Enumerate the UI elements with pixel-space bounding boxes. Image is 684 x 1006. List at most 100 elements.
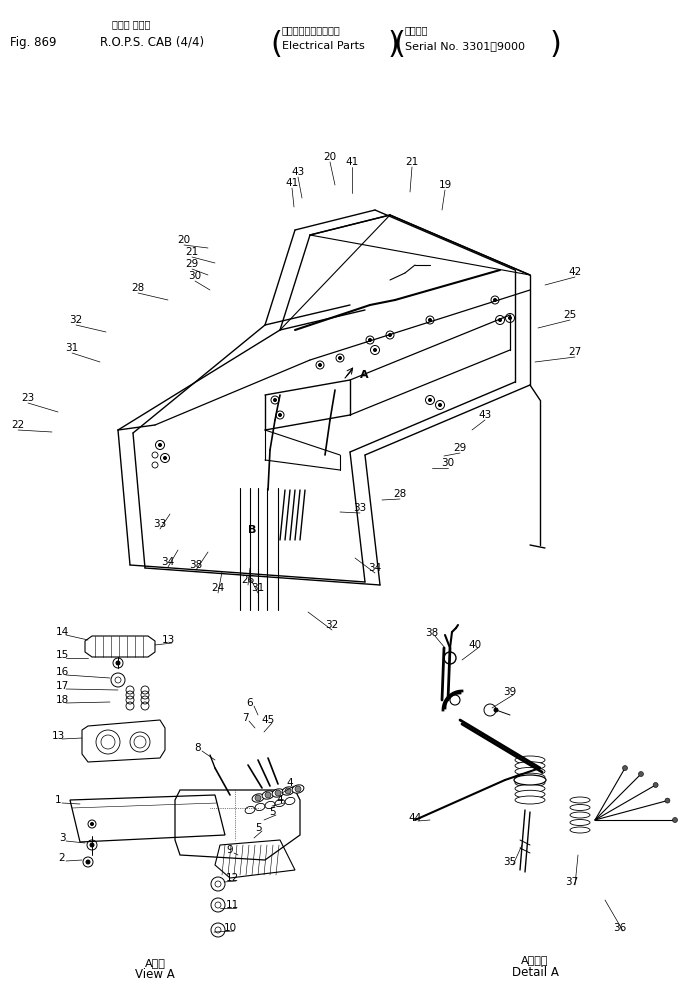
Text: 34: 34 [369, 563, 382, 573]
Text: 16: 16 [55, 667, 68, 677]
Circle shape [428, 319, 432, 322]
Circle shape [389, 334, 391, 336]
Ellipse shape [262, 791, 274, 799]
Text: 5: 5 [269, 807, 276, 817]
Circle shape [90, 823, 94, 826]
Text: 32: 32 [69, 315, 83, 325]
Circle shape [116, 661, 120, 665]
Text: 18: 18 [55, 695, 68, 705]
Ellipse shape [245, 807, 255, 814]
Ellipse shape [514, 775, 546, 785]
Text: 17: 17 [55, 681, 68, 691]
Circle shape [285, 788, 291, 794]
Circle shape [493, 299, 497, 302]
Ellipse shape [515, 774, 545, 781]
Text: 41: 41 [345, 157, 358, 167]
Text: 30: 30 [441, 458, 455, 468]
Ellipse shape [252, 794, 264, 802]
Text: 34: 34 [161, 557, 174, 567]
Text: 10: 10 [224, 923, 237, 933]
Circle shape [86, 860, 90, 864]
Text: 23: 23 [21, 393, 35, 403]
Text: 9: 9 [226, 845, 233, 855]
Text: 13: 13 [161, 635, 174, 645]
Text: 36: 36 [614, 923, 627, 933]
Text: 44: 44 [408, 813, 421, 823]
Text: 6: 6 [247, 698, 253, 708]
Text: 22: 22 [12, 420, 25, 430]
Circle shape [90, 843, 94, 847]
Text: 11: 11 [225, 900, 239, 910]
Text: 29: 29 [185, 259, 198, 269]
Text: Serial No. 3301～9000: Serial No. 3301～9000 [405, 41, 525, 51]
Text: 15: 15 [55, 650, 68, 660]
Circle shape [622, 766, 627, 771]
Text: 30: 30 [188, 271, 202, 281]
Ellipse shape [292, 785, 304, 793]
Text: (: ( [270, 30, 282, 59]
Text: 21: 21 [185, 247, 198, 257]
Text: 7: 7 [241, 713, 248, 723]
Ellipse shape [515, 768, 545, 776]
Ellipse shape [515, 756, 545, 764]
Text: 12: 12 [225, 873, 239, 883]
Text: 28: 28 [393, 489, 406, 499]
Text: 42: 42 [568, 267, 581, 277]
Ellipse shape [265, 802, 275, 809]
Ellipse shape [570, 797, 590, 803]
Ellipse shape [570, 820, 590, 826]
Text: Detail A: Detail A [512, 966, 558, 979]
Ellipse shape [570, 827, 590, 833]
Circle shape [159, 444, 161, 447]
Text: 45: 45 [261, 715, 274, 725]
Text: 29: 29 [453, 443, 466, 453]
Circle shape [274, 398, 276, 401]
Circle shape [499, 319, 501, 322]
Text: Electrical Parts: Electrical Parts [282, 41, 365, 51]
Ellipse shape [282, 787, 294, 795]
Circle shape [369, 338, 371, 341]
Text: 20: 20 [324, 152, 337, 162]
Circle shape [319, 363, 321, 366]
Ellipse shape [515, 779, 545, 787]
Text: エレクトリカルパーツ: エレクトリカルパーツ [282, 25, 341, 35]
Ellipse shape [255, 804, 265, 811]
Circle shape [163, 457, 166, 460]
Text: R.O.P.S. CAB (4/4): R.O.P.S. CAB (4/4) [100, 35, 204, 48]
Text: 3: 3 [59, 833, 65, 843]
Text: 26: 26 [241, 575, 254, 585]
Text: 31: 31 [252, 583, 265, 593]
Circle shape [339, 356, 341, 359]
Ellipse shape [515, 791, 545, 799]
Text: 38: 38 [425, 628, 438, 638]
Text: 28: 28 [131, 283, 144, 293]
Circle shape [672, 818, 677, 823]
Circle shape [255, 795, 261, 801]
Text: 40: 40 [469, 640, 482, 650]
Text: 32: 32 [326, 620, 339, 630]
Circle shape [275, 790, 281, 796]
Circle shape [638, 772, 644, 777]
Text: 31: 31 [66, 343, 79, 353]
Text: View A: View A [135, 969, 175, 982]
Text: Fig. 869: Fig. 869 [10, 35, 57, 48]
Circle shape [295, 786, 301, 792]
Text: 33: 33 [153, 519, 167, 529]
Ellipse shape [275, 800, 285, 807]
Text: ): ) [550, 30, 562, 59]
Text: 5: 5 [254, 823, 261, 833]
Text: 35: 35 [503, 857, 516, 867]
Circle shape [665, 798, 670, 803]
Ellipse shape [515, 796, 545, 804]
Text: 4: 4 [277, 795, 283, 805]
Text: 39: 39 [503, 687, 516, 697]
Ellipse shape [515, 762, 545, 770]
Text: B: B [248, 525, 256, 535]
Text: (: ( [393, 30, 405, 59]
Ellipse shape [570, 812, 590, 818]
Text: 24: 24 [211, 583, 224, 593]
Text: 27: 27 [568, 347, 581, 357]
Circle shape [438, 403, 441, 406]
Text: 1: 1 [55, 795, 62, 805]
Ellipse shape [570, 805, 590, 811]
